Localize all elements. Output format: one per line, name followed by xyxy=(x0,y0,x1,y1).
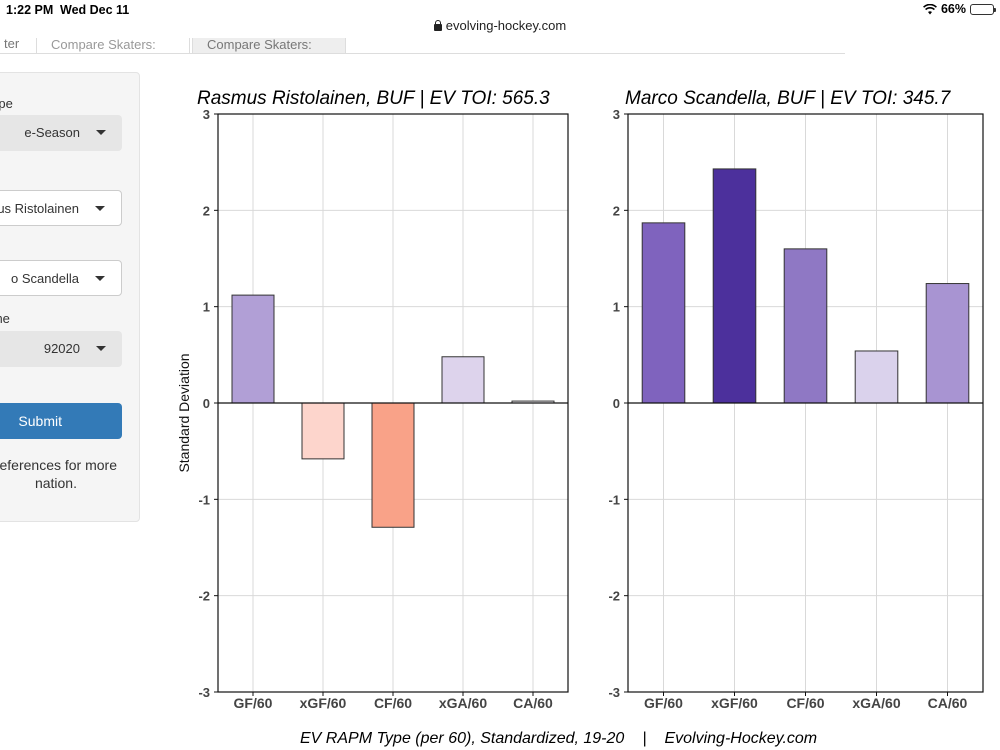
y-tick-label: -2 xyxy=(198,589,210,604)
chart-2-title: Marco Scandella, BUF | EV TOI: 345.7 xyxy=(625,88,951,109)
chevron-down-icon xyxy=(95,276,105,281)
tab-previous[interactable]: ter xyxy=(4,38,20,51)
chevron-down-icon xyxy=(95,206,105,211)
bar-ca-60 xyxy=(925,283,970,404)
player1-select-value: mus Ristolainen xyxy=(0,201,79,216)
x-tick-label: xGF/60 xyxy=(300,695,347,711)
y-tick-label: -1 xyxy=(608,492,620,507)
chart-caption: EV RAPM Type (per 60), Standardized, 19-… xyxy=(300,730,817,748)
caption-separator: | xyxy=(642,730,647,747)
x-tick-label: xGA/60 xyxy=(439,695,487,711)
bar-xga-60 xyxy=(441,356,485,404)
season-label: ame: xyxy=(0,311,10,326)
chart-1-title: Rasmus Ristolainen, BUF | EV TOI: 565.3 xyxy=(197,88,550,109)
type-label: Type: xyxy=(0,96,13,111)
bar-cf-60 xyxy=(783,248,828,404)
chevron-down-icon xyxy=(96,346,106,351)
chevron-down-icon xyxy=(96,130,106,135)
x-tick-label: CF/60 xyxy=(786,695,824,711)
y-tick-label: 2 xyxy=(613,203,620,218)
status-date: Wed Dec 11 xyxy=(60,3,130,17)
battery-percent: 66% xyxy=(940,2,966,16)
x-tick-label: CA/60 xyxy=(928,695,968,711)
bar-xgf-60 xyxy=(712,168,757,404)
chart-2: -3 -2 -1 0 1 2 3 GF/60 xGF/60 CF/60 xGA/60 CA/60 xyxy=(608,107,984,711)
wifi-icon xyxy=(923,3,937,14)
tab-compare-skaters-ev[interactable]: Compare Skaters: EV xyxy=(36,38,190,53)
bar-cf-60 xyxy=(371,402,415,528)
tab-bar: ter Compare Skaters: EV Compare Skaters:… xyxy=(0,38,845,54)
help-text-line-1: eferences for more xyxy=(0,457,117,473)
y-tick-label: -1 xyxy=(198,492,210,507)
battery-icon xyxy=(970,3,996,15)
status-right: 66% xyxy=(923,2,996,16)
type-select[interactable]: e-Season xyxy=(0,115,122,151)
season-select-value: 92020 xyxy=(43,341,80,356)
y-tick-label: -2 xyxy=(608,589,620,604)
y-axis-label: Standard Deviation xyxy=(176,353,192,472)
x-tick-label: GF/60 xyxy=(234,695,273,711)
y-tick-label: 3 xyxy=(203,107,210,122)
submit-button[interactable]: Submit xyxy=(0,403,122,439)
player2-select[interactable]: o Scandella xyxy=(0,260,122,296)
url-text: evolving-hockey.com xyxy=(445,18,567,33)
y-tick-label: -3 xyxy=(608,685,620,700)
bar-xga-60 xyxy=(854,350,899,404)
player2-select-value: o Scandella xyxy=(11,271,79,286)
player1-select[interactable]: mus Ristolainen xyxy=(0,190,122,226)
y-tick-label: 3 xyxy=(613,107,620,122)
lock-icon xyxy=(433,20,442,31)
tab-compare-skaters-pp[interactable]: Compare Skaters: PP xyxy=(192,38,346,53)
y-tick-label: 0 xyxy=(203,396,210,411)
y-tick-label: -3 xyxy=(198,685,210,700)
x-tick-label: CA/60 xyxy=(513,695,553,711)
bar-xgf-60 xyxy=(301,402,345,460)
chart-1: -3 -2 -1 0 1 2 3 GF/60 xGF/60 CF/60 xGA/60 CA/60 Sta… xyxy=(176,107,569,711)
url-bar[interactable]: evolving-hockey.com xyxy=(0,18,1000,38)
season-select[interactable]: 92020 xyxy=(0,331,122,367)
type-select-value: e-Season xyxy=(24,125,80,140)
help-text-line-2: nation. xyxy=(34,475,77,491)
x-tick-label: GF/60 xyxy=(644,695,683,711)
y-tick-label: 1 xyxy=(203,300,210,315)
x-tick-label: CF/60 xyxy=(374,695,412,711)
y-tick-label: 2 xyxy=(203,203,210,218)
caption-right: Evolving-Hockey.com xyxy=(664,730,818,747)
y-tick-label: 1 xyxy=(613,300,620,315)
y-tick-label: 0 xyxy=(613,396,620,411)
x-tick-label: xGA/60 xyxy=(852,695,900,711)
x-tick-label: xGF/60 xyxy=(711,695,758,711)
status-time: 1:22 PM xyxy=(6,3,54,17)
status-bar: 1:22 PM Wed Dec 11 66% xyxy=(0,0,1000,20)
sidebar-panel: Type: e-Season 1 mus Ristolainen 2 o Sca… xyxy=(0,72,140,522)
bar-gf-60 xyxy=(641,222,686,404)
help-text: eferences for more nation. xyxy=(0,456,141,492)
caption-left: EV RAPM Type (per 60), Standardized, 19-… xyxy=(300,730,625,747)
bar-gf-60 xyxy=(231,294,275,404)
